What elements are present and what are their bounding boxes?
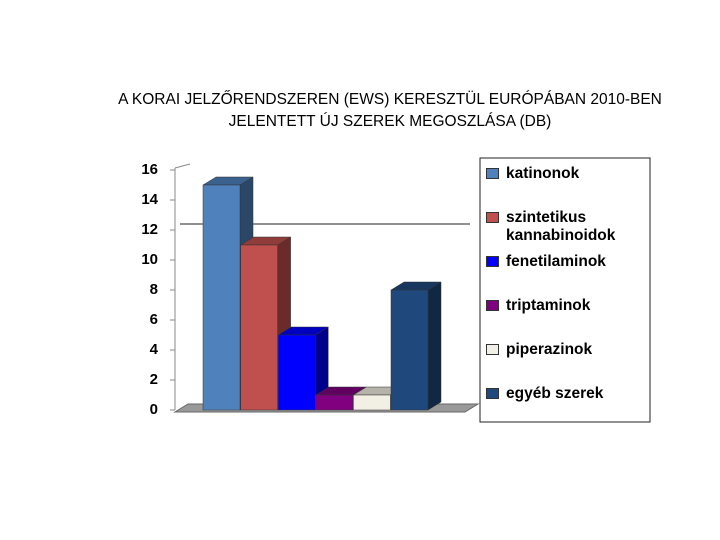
bar: [315, 394, 354, 411]
legend-box: [479, 157, 651, 423]
y-tick-label: 14: [141, 191, 158, 208]
legend-item: piperazinok: [483, 341, 648, 359]
legend-label: piperazinok: [506, 341, 593, 358]
legend-swatch: [486, 300, 499, 311]
bar-side: [427, 281, 442, 411]
chart-title: JELENTETT ÚJ SZEREK MEGOSZLÁSA (DB): [229, 113, 552, 130]
chart-title: A KORAI JELZŐRENDSZEREN (EWS) KERESZTÜL …: [118, 90, 662, 108]
legend-label: fenetilaminok: [506, 253, 606, 270]
legend-swatch: [486, 168, 499, 179]
y-tick-label: 10: [141, 251, 158, 268]
y-tick-label: 16: [141, 161, 158, 178]
axis-wall: [174, 163, 191, 169]
y-tick-label: 12: [141, 221, 158, 238]
bar: [353, 394, 391, 411]
bar: [240, 244, 278, 411]
bar: [202, 184, 241, 411]
y-tick-label: 2: [150, 371, 158, 388]
bar: [277, 334, 316, 411]
legend-label: szintetikus kannabinoidok: [506, 209, 616, 244]
y-tick-label: 6: [150, 311, 158, 328]
legend-item: szintetikus kannabinoidok: [483, 209, 648, 245]
legend-swatch: [486, 256, 499, 267]
legend-item: katinonok: [483, 165, 648, 183]
legend-label: egyéb szerek: [506, 385, 604, 402]
legend-label: triptaminok: [506, 297, 591, 314]
legend-swatch: [486, 212, 499, 223]
y-tick-label: 4: [150, 341, 159, 358]
legend-item: fenetilaminok: [483, 253, 648, 271]
y-tick-label: 0: [150, 401, 158, 418]
legend-label: katinonok: [506, 165, 580, 182]
legend-swatch: [486, 344, 499, 355]
legend-swatch: [486, 388, 499, 399]
y-tick-label: 8: [150, 281, 158, 298]
legend-item: triptaminok: [483, 297, 648, 315]
bar: [390, 289, 429, 411]
legend-item: egyéb szerek: [483, 385, 648, 403]
